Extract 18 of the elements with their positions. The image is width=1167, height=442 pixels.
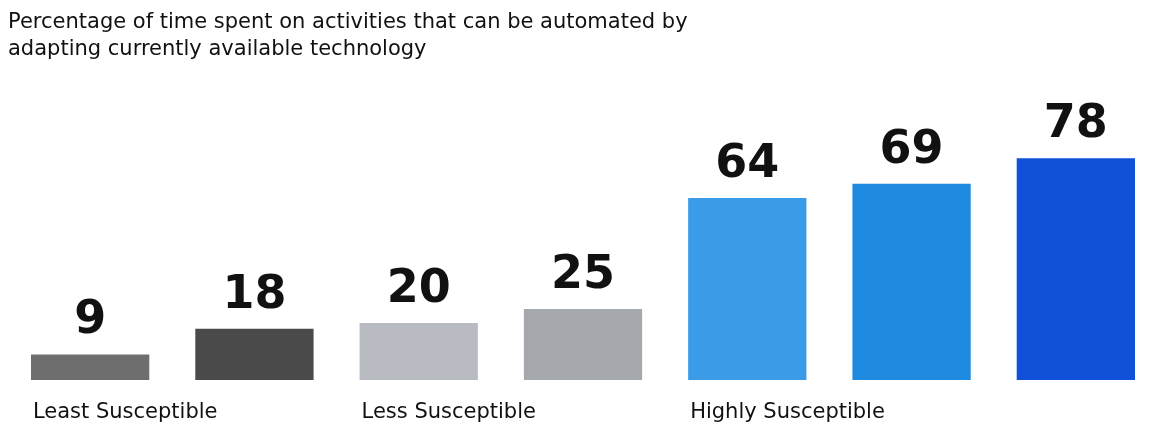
data-label: 25 (550, 244, 616, 299)
data-label: 9 (74, 290, 107, 345)
text: Highly Susceptible (690, 398, 885, 423)
data-label: 69 (879, 119, 944, 174)
bar (852, 183, 971, 380)
data-label: 18 (222, 264, 287, 319)
bar (523, 308, 643, 380)
text: Less Susceptible (361, 398, 536, 423)
bar (688, 197, 807, 380)
text: Least Susceptible (33, 398, 218, 423)
data-label: 78 (1043, 94, 1108, 149)
bar (1016, 158, 1135, 380)
bar (31, 354, 150, 380)
chart-title: Percentage of time spent on activities that can be automated by adapting currently available technology (8, 8, 689, 62)
data-label: 64 (715, 133, 780, 188)
bar (359, 323, 478, 380)
data-label: 20 (386, 259, 451, 314)
bar (195, 328, 314, 380)
